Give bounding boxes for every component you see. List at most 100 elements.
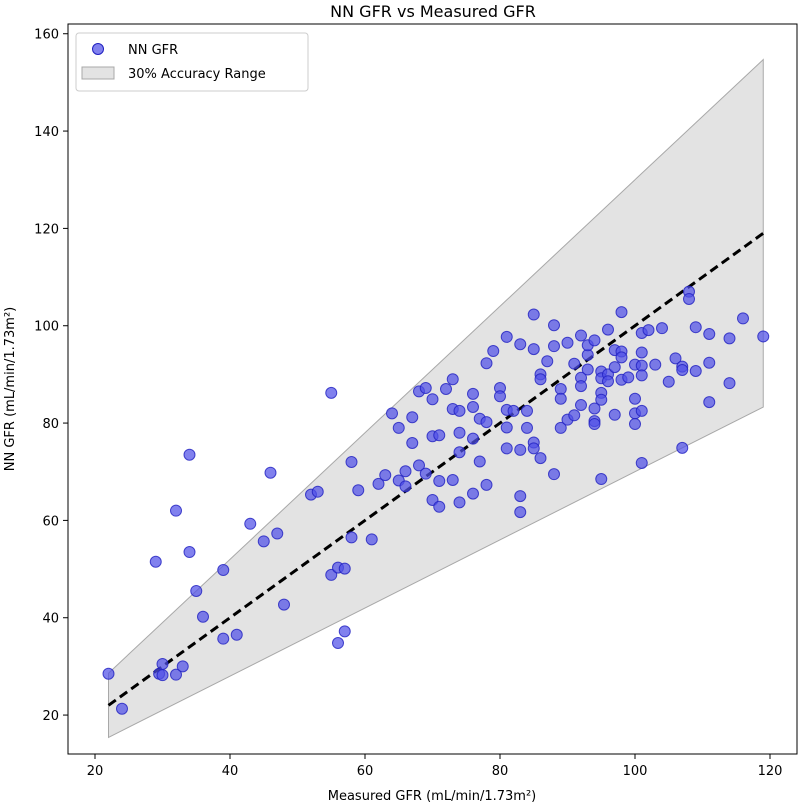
data-point-28 bbox=[338, 625, 351, 638]
y-axis-label: NN GFR (mL/min/1.73m²) bbox=[3, 307, 18, 471]
data-point-2 bbox=[149, 555, 162, 568]
data-point-11 bbox=[190, 584, 203, 597]
data-point-80 bbox=[514, 506, 527, 519]
data-point-111 bbox=[588, 418, 601, 431]
legend-label-nn-gfr: NN GFR bbox=[128, 43, 178, 58]
x-tick-label: 20 bbox=[87, 764, 104, 779]
y-axis-ticks: 20 40 60 80 100 120 140 160 bbox=[34, 28, 68, 724]
data-point-0 bbox=[102, 667, 115, 680]
data-point-16 bbox=[244, 517, 257, 530]
data-point-29 bbox=[345, 531, 358, 544]
data-point-30 bbox=[345, 456, 358, 468]
data-point-23 bbox=[325, 386, 338, 399]
data-point-57 bbox=[453, 426, 466, 439]
data-point-136 bbox=[635, 404, 648, 417]
y-tick-label: 140 bbox=[34, 125, 59, 140]
data-point-56 bbox=[453, 404, 466, 417]
data-point-40 bbox=[406, 437, 419, 450]
legend-box bbox=[75, 32, 309, 92]
data-point-63 bbox=[467, 487, 479, 500]
data-point-115 bbox=[595, 393, 608, 406]
data-point-15 bbox=[230, 628, 243, 641]
data-point-18 bbox=[264, 466, 277, 479]
data-point-33 bbox=[372, 477, 385, 490]
data-point-142 bbox=[669, 352, 682, 365]
data-point-76 bbox=[507, 404, 520, 417]
data-point-103 bbox=[575, 380, 587, 393]
data-point-60 bbox=[467, 387, 479, 400]
data-point-55 bbox=[446, 474, 459, 487]
data-point-156 bbox=[757, 330, 770, 343]
data-point-34 bbox=[379, 469, 392, 482]
y-tick-label: 60 bbox=[42, 514, 59, 529]
data-point-22 bbox=[311, 485, 324, 498]
data-point-14 bbox=[217, 564, 230, 577]
data-point-74 bbox=[500, 421, 513, 434]
data-point-93 bbox=[548, 468, 560, 481]
data-point-4 bbox=[156, 657, 169, 670]
data-point-13 bbox=[217, 632, 230, 645]
data-point-137 bbox=[635, 456, 648, 469]
data-point-62 bbox=[467, 432, 479, 445]
data-point-71 bbox=[494, 390, 506, 403]
x-axis-label: Measured GFR (mL/min/1.73m²) bbox=[328, 789, 537, 804]
data-points bbox=[102, 285, 770, 715]
data-point-37 bbox=[392, 421, 405, 434]
data-point-141 bbox=[662, 375, 675, 388]
data-point-95 bbox=[554, 392, 567, 405]
data-point-59 bbox=[453, 496, 466, 509]
data-point-77 bbox=[514, 338, 527, 351]
x-tick-label: 40 bbox=[222, 764, 239, 779]
data-point-133 bbox=[635, 346, 648, 359]
data-point-35 bbox=[386, 407, 398, 420]
legend-band-marker bbox=[81, 66, 115, 80]
data-point-49 bbox=[433, 429, 446, 442]
data-point-7 bbox=[170, 668, 182, 681]
plot-frame bbox=[67, 23, 798, 755]
data-point-84 bbox=[527, 343, 540, 356]
data-point-153 bbox=[723, 332, 736, 345]
data-point-109 bbox=[588, 402, 601, 415]
y-tick-label: 40 bbox=[42, 612, 59, 627]
data-point-39 bbox=[399, 480, 412, 493]
identity-line bbox=[107, 232, 765, 707]
x-tick-label: 60 bbox=[357, 764, 374, 779]
data-point-138 bbox=[642, 324, 655, 337]
data-point-152 bbox=[703, 396, 716, 409]
x-axis-ticks: 20 40 60 80 100 120 bbox=[87, 754, 783, 779]
y-tick-label: 160 bbox=[34, 28, 59, 43]
data-point-150 bbox=[703, 328, 716, 341]
data-point-9 bbox=[183, 448, 196, 461]
data-point-91 bbox=[548, 319, 560, 332]
data-point-100 bbox=[568, 409, 581, 422]
legend: NN GFR 30% Accuracy Range bbox=[75, 32, 309, 92]
data-point-140 bbox=[656, 322, 668, 335]
data-point-83 bbox=[527, 308, 540, 321]
y-tick-label: 120 bbox=[34, 222, 59, 237]
data-point-117 bbox=[602, 323, 614, 336]
data-point-147 bbox=[683, 292, 695, 305]
data-point-5 bbox=[156, 669, 169, 682]
data-point-123 bbox=[615, 306, 628, 319]
data-point-129 bbox=[629, 392, 641, 405]
data-point-6 bbox=[170, 504, 182, 517]
x-tick-label: 120 bbox=[758, 764, 783, 779]
data-point-43 bbox=[413, 459, 425, 472]
data-point-104 bbox=[575, 399, 587, 412]
data-point-154 bbox=[723, 377, 736, 390]
data-point-119 bbox=[602, 375, 614, 388]
data-point-78 bbox=[514, 443, 527, 456]
data-point-122 bbox=[608, 408, 621, 421]
data-point-19 bbox=[271, 527, 284, 540]
plot-area bbox=[102, 58, 770, 739]
y-tick-label: 20 bbox=[42, 709, 59, 724]
data-point-90 bbox=[541, 355, 554, 368]
data-point-44 bbox=[419, 382, 432, 395]
data-point-24 bbox=[325, 568, 338, 581]
data-point-38 bbox=[399, 465, 412, 478]
y-tick-label: 100 bbox=[34, 320, 59, 335]
data-point-155 bbox=[737, 312, 749, 325]
data-point-27 bbox=[338, 562, 351, 575]
data-point-149 bbox=[689, 364, 702, 377]
data-point-127 bbox=[622, 371, 635, 384]
